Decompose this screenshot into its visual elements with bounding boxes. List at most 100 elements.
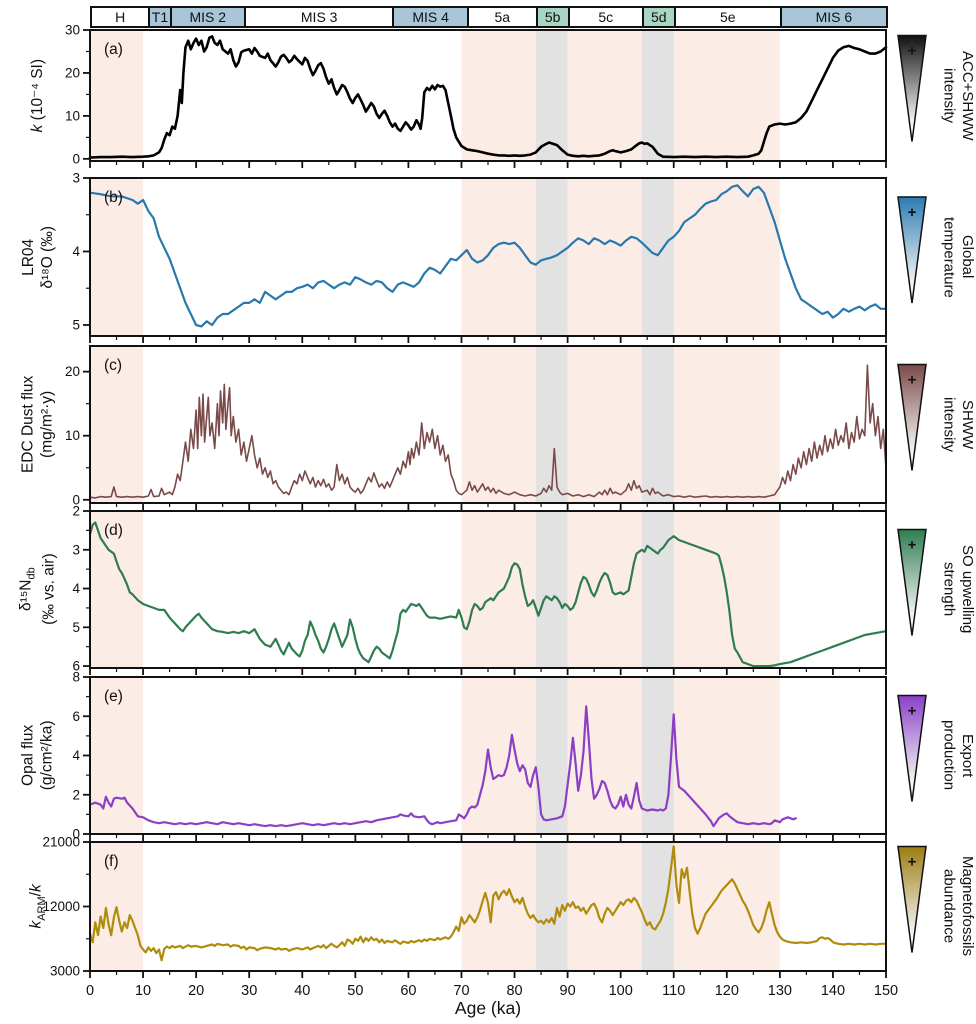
plus-icon: + [908,537,917,554]
substage-band [641,842,674,971]
indicator-triangle-f [897,845,927,953]
series-line-a [88,35,888,159]
x-tick-label: 120 [715,983,739,999]
y-tick-label: 0 [72,151,80,166]
plus-icon: + [908,43,917,60]
y-tick-label: 2 [72,787,80,802]
plus-icon: + [908,372,917,389]
indicator-label-d: SO upwelling strength [940,545,976,634]
interglacial-band [461,842,780,971]
y-tick-label: 5 [72,620,80,635]
y-tick-label: 6 [72,709,80,724]
y-tick-label: 5 [72,317,80,332]
x-tick-label: 140 [821,983,845,999]
series-line-d [88,521,888,668]
y-tick-label: 4 [72,748,80,763]
interglacial-band [90,346,144,503]
series-line-e [88,705,797,828]
interglacial-band [90,677,144,834]
y-tick-label: 30 [65,23,80,38]
y-tick-label: 10 [65,428,80,443]
x-tick-label: 110 [662,983,685,999]
substage-band [641,346,674,503]
x-tick-label: 80 [506,983,522,999]
plus-icon: + [908,854,917,871]
x-tick-label: 10 [135,983,151,999]
y-tick-label: 20 [65,65,80,80]
panel-e: 0 2 4 6 8 (e) + [72,670,927,842]
stage-chip-mis-6: MIS 6 [779,6,888,28]
panel-tag-b: (b) [104,189,123,206]
series-line-f [88,845,888,962]
indicator-triangle-c [897,363,927,471]
mis-stage-bar: H T1 MIS 2 MIS 3 MIS 4 5a 5b 5c 5d 5e MIS 6 [90,6,888,28]
panel-d: 2 3 4 5 6 (d) + [72,504,927,675]
indicator-label-a: ACC+SHWW intensity [940,50,976,141]
interglacial-band [461,30,780,161]
indicator-triangle-d [897,528,927,636]
panel-tag-d: (d) [104,522,123,539]
indicator-label-e: Export production [940,720,976,791]
panel-a: 0 10 20 30 (a) + [65,23,927,168]
indicator-label-b: Global temperature [940,216,976,298]
y-tick-label: 6 [72,659,80,674]
plus-icon: + [908,204,917,221]
y-tick-label: 0 [72,492,80,507]
interglacial-band [461,346,780,503]
x-tick-label: 70 [453,983,469,999]
substage-band [641,511,674,668]
x-tick-label: 50 [347,983,363,999]
x-tick-label: 90 [560,983,576,999]
panel-tag-c: (c) [104,357,122,374]
indicator-label-c: SHWW intensity [940,396,976,453]
y-tick-label: 3000 [50,964,80,979]
interglacial-band [461,178,780,336]
interglacial-band [90,178,144,336]
stage-chip-mis-4: MIS 4 [392,6,469,28]
panel-tag-f: (f) [104,853,119,870]
x-tick-label: 30 [241,983,257,999]
stage-chip-5d: 5d [641,6,676,28]
panel-tag-e: (e) [104,688,123,705]
panel-c: 0 10 20 (c) + [65,345,927,510]
x-tick-label: 0 [86,983,94,999]
y-tick-label: 0 [72,827,80,842]
indicator-triangle-a [897,34,927,142]
panel-b: 3 4 5 (b) + [72,171,927,343]
x-axis-title: Age (ka) [454,998,522,1018]
y-tick-label: 8 [72,670,80,685]
x-tick-label: 130 [768,983,792,999]
y-tick-label: 3 [72,542,80,557]
substage-band [641,178,674,336]
x-tick-label: 40 [294,983,310,999]
indicator-label-f: Magnetofossils abundance [940,856,976,957]
substage-band [641,677,674,834]
stage-chip-mis-3: MIS 3 [243,6,395,28]
panel-tag-a: (a) [104,41,123,58]
interglacial-band [90,30,144,161]
substage-band [535,511,568,668]
y-tick-label: 4 [72,244,80,259]
y-tick-label: 21000 [42,835,80,850]
interglacial-band [461,677,780,834]
y-tick-label: 4 [72,581,80,596]
panel-f: 3000 12000 21000 0 10 20 30 40 50 60 70 80 90 100 110 1… [42,835,927,999]
y-tick-label: 12000 [42,899,80,914]
y-tick-label: 2 [72,504,80,519]
series-line-b [88,184,888,328]
x-tick-label: 60 [400,983,416,999]
y-tick-label: 3 [72,171,80,186]
y-tick-label: 10 [65,108,80,123]
substage-band [641,30,674,161]
substage-band [535,30,568,161]
x-tick-label: 20 [188,983,204,999]
interglacial-band [461,511,780,668]
substage-band [535,346,568,503]
plus-icon: + [908,703,917,720]
x-tick-label: 150 [874,983,898,999]
series-line-c [89,364,887,499]
indicator-triangle-b [897,196,927,304]
stage-chip-5e: 5e [673,6,782,28]
